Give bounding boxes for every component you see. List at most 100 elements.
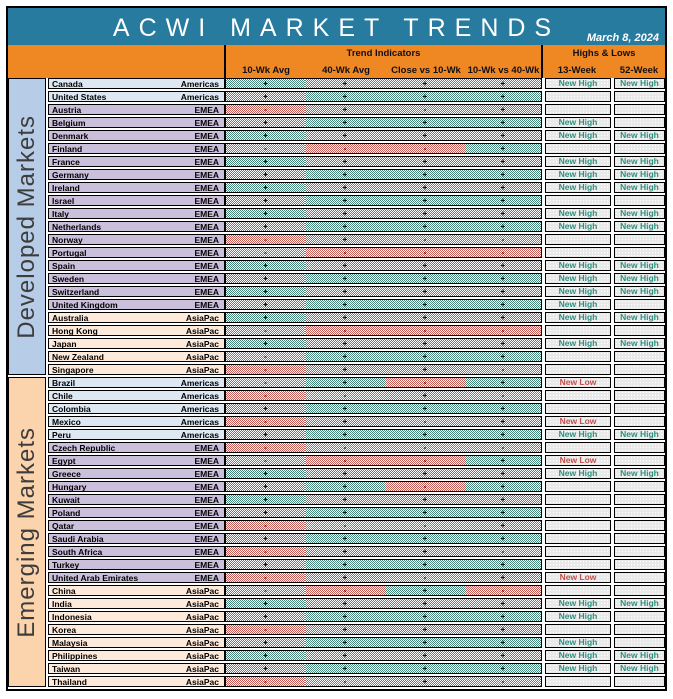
report-date: March 8, 2024 [586, 32, 659, 44]
trend-cell-10wk-avg: - [225, 247, 305, 258]
country-name: India [52, 598, 72, 609]
trend-cell-10wk-avg: + [225, 312, 305, 323]
trend-cell-40wk-avg: + [305, 624, 385, 635]
trend-cell-10wk-avg: + [225, 611, 305, 622]
country-name: United Arab Emirates [52, 572, 139, 583]
country-cell: Malaysia AsiaPac [48, 637, 225, 648]
high-low-52wk: New High [614, 338, 665, 349]
trend-cell-40wk-avg: + [305, 377, 385, 388]
country-cell: Colombia Americas [48, 403, 225, 414]
high-low-13wk [545, 247, 611, 258]
country-cell: Denmark EMEA [48, 130, 225, 141]
region-label: EMEA [194, 533, 219, 544]
trend-cell-10wk-vs-40wk: + [465, 182, 542, 193]
trend-cell-40wk-avg: + [305, 182, 385, 193]
trend-cell-10wk-avg: + [225, 299, 305, 310]
trend-cell-10wk-vs-40wk: + [465, 624, 542, 635]
country-name: Egypt [52, 455, 76, 466]
trend-cell-40wk-avg: - [305, 455, 385, 466]
country-cell: Ireland EMEA [48, 182, 225, 193]
col-close-vs-10wk: Close vs 10-Wk [391, 65, 461, 76]
region-label: EMEA [194, 273, 219, 284]
country-name: Australia [52, 312, 89, 323]
trend-cell-10wk-vs-40wk: - [465, 546, 542, 557]
trend-cell-10wk-vs-40wk: - [465, 325, 542, 336]
col-52-week: 52-Week [619, 65, 659, 76]
trend-cell-10wk-avg: + [225, 260, 305, 271]
table-row: Saudi Arabia EMEA + + + + [48, 533, 665, 544]
country-name: United States [52, 91, 107, 102]
trend-cell-close-vs-10wk: + [385, 156, 465, 167]
high-low-13wk: New High [545, 182, 611, 193]
trend-cell-10wk-vs-40wk: - [465, 442, 542, 453]
trend-cell-40wk-avg: + [305, 572, 385, 583]
region-label: EMEA [194, 156, 219, 167]
table-row: Philippines AsiaPac + + + + New High New… [48, 650, 665, 661]
trend-cell-10wk-avg: + [225, 286, 305, 297]
trend-cell-10wk-vs-40wk: + [465, 559, 542, 570]
trend-cell-10wk-avg: + [225, 208, 305, 219]
high-low-13wk: New High [545, 208, 611, 219]
country-name: Netherlands [52, 221, 102, 232]
high-low-52wk: New High [614, 598, 665, 609]
country-cell: Korea AsiaPac [48, 624, 225, 635]
trend-cell-40wk-avg: - [305, 520, 385, 531]
trend-cell-40wk-avg: + [305, 650, 385, 661]
country-cell: Austria EMEA [48, 104, 225, 115]
country-cell: Netherlands EMEA [48, 221, 225, 232]
col-10wk-avg: 10-Wk Avg [242, 65, 290, 76]
table-row: Finland EMEA - - - + [48, 143, 665, 154]
trend-cell-40wk-avg: + [305, 481, 385, 492]
table-row: Netherlands EMEA + + + + New High New Hi… [48, 221, 665, 232]
table-row: Turkey EMEA + + + + [48, 559, 665, 570]
high-low-13wk: New Low [545, 416, 611, 427]
country-name: Sweden [52, 273, 85, 284]
trend-cell-10wk-vs-40wk: + [465, 429, 542, 440]
country-cell: Hungary EMEA [48, 481, 225, 492]
trend-cell-close-vs-10wk: + [385, 676, 465, 687]
high-low-13wk: New High [545, 78, 611, 89]
high-low-52wk: New High [614, 273, 665, 284]
trend-cell-10wk-avg: + [225, 182, 305, 193]
country-cell: Brazil Americas [48, 377, 225, 388]
region-label: EMEA [194, 455, 219, 466]
country-name: Spain [52, 260, 76, 271]
region-label: AsiaPac [185, 585, 219, 596]
country-name: China [52, 585, 76, 596]
highs-lows-subheaders: 13-Week 52-Week [543, 63, 665, 78]
high-low-52wk [614, 520, 665, 531]
region-label: Americas [180, 416, 219, 427]
high-low-13wk: New High [545, 611, 611, 622]
trend-cell-close-vs-10wk: - [385, 416, 465, 427]
table-row: Norway EMEA - + - - [48, 234, 665, 245]
high-low-52wk [614, 377, 665, 388]
high-low-13wk: New High [545, 273, 611, 284]
country-name: Brazil [52, 377, 76, 388]
high-low-13wk [545, 546, 611, 557]
col-10wk-vs-40wk: 10-Wk vs 40-Wk [467, 65, 540, 76]
region-label: EMEA [194, 247, 219, 258]
trend-cell-40wk-avg: + [305, 637, 385, 648]
country-cell: Chile Americas [48, 390, 225, 401]
table-row: Canada Americas + + + + New High New Hig… [48, 78, 665, 89]
section-rows: Brazil Americas - + - + New Low Chile Am… [48, 377, 665, 689]
column-header: Trend Indicators 10-Wk Avg 40-Wk Avg Clo… [8, 45, 665, 78]
country-name: Denmark [52, 130, 89, 141]
country-cell: China AsiaPac [48, 585, 225, 596]
country-name: Colombia [52, 403, 91, 414]
region-label: EMEA [194, 520, 219, 531]
country-cell: Philippines AsiaPac [48, 650, 225, 661]
trend-cell-10wk-vs-40wk: + [465, 416, 542, 427]
table-row: United Arab Emirates EMEA - + - + New Lo… [48, 572, 665, 583]
high-low-52wk [614, 455, 665, 466]
trend-cell-close-vs-10wk: + [385, 403, 465, 414]
country-name: Greece [52, 468, 81, 479]
trend-cell-close-vs-10wk: + [385, 338, 465, 349]
region-label: EMEA [194, 260, 219, 271]
country-name: France [52, 156, 80, 167]
trend-cell-close-vs-10wk: + [385, 663, 465, 674]
region-label: EMEA [194, 195, 219, 206]
trend-cell-10wk-avg: - [225, 546, 305, 557]
table-row: Taiwan AsiaPac + + + + New High New High [48, 663, 665, 674]
trend-cell-close-vs-10wk: + [385, 312, 465, 323]
